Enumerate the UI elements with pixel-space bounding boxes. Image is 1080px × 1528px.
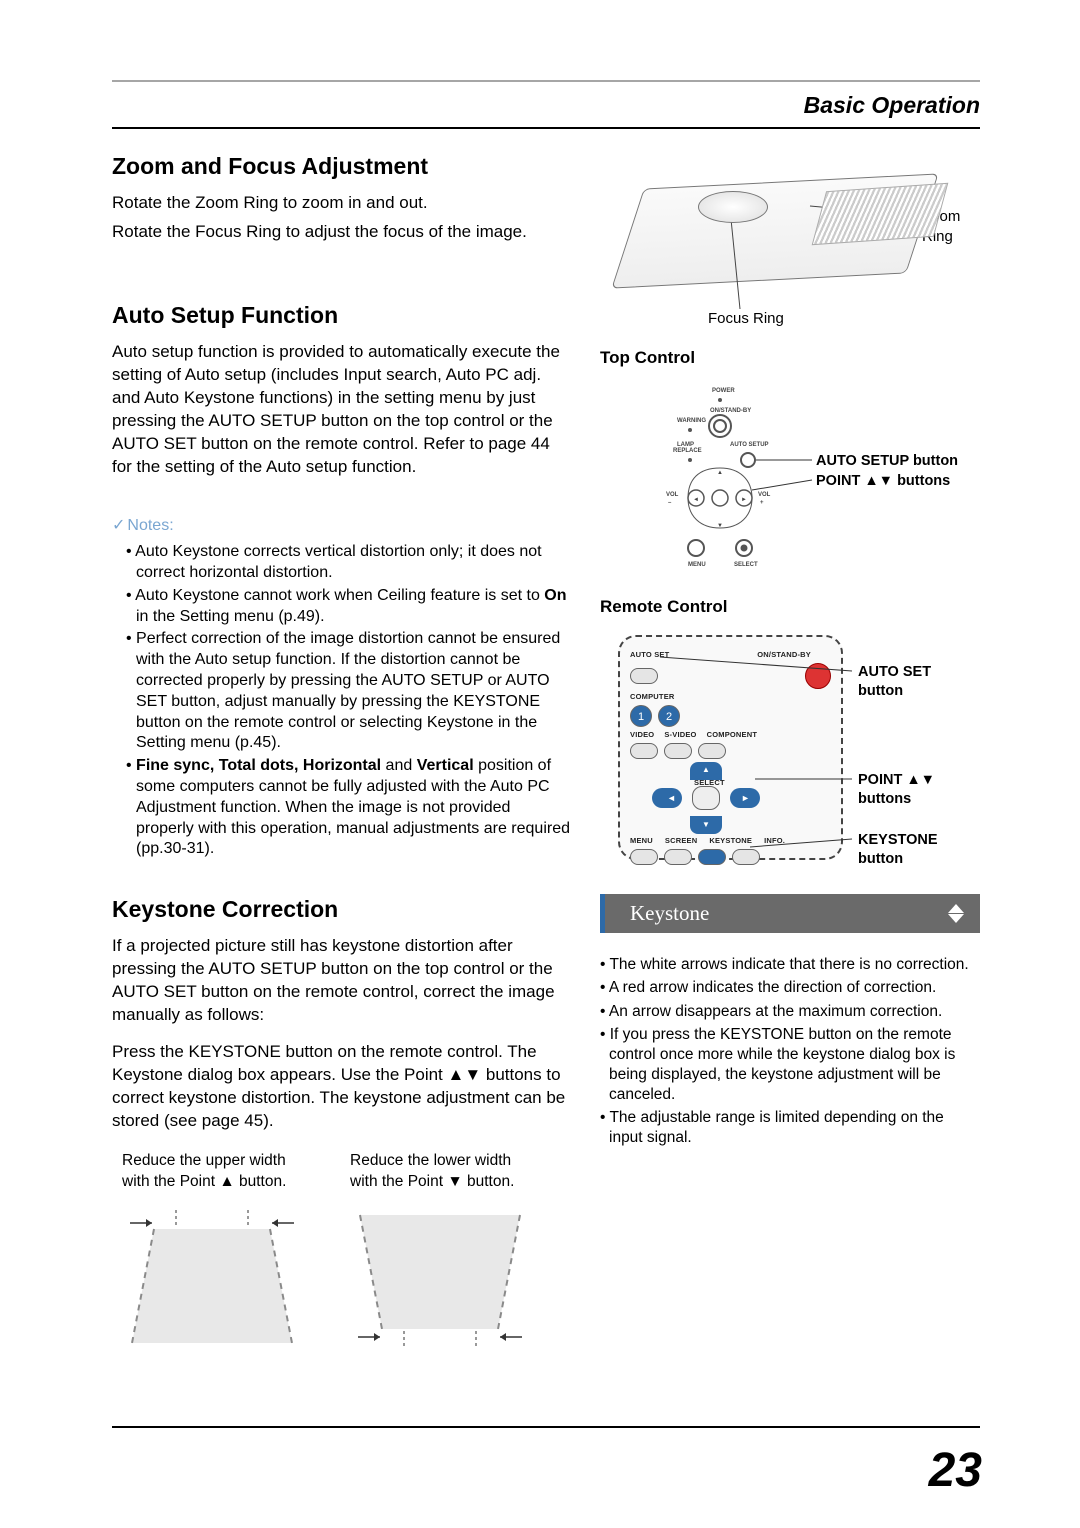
onstandby-label: ON/STAND-BY [710,408,751,414]
focus-ring-label: Focus Ring [708,309,784,329]
keystone-note: The white arrows indicate that there is … [600,955,980,975]
keystone-diag-upper-caption: Reduce the upper width with the Point ▲ … [122,1151,302,1193]
note-item: Fine sync, Total dots, Horizontal and Ve… [126,756,572,860]
note-item: Perfect correction of the image distorti… [126,629,572,754]
trapezoid-lower-icon [350,1205,530,1345]
keystone-note: The adjustable range is limited dependin… [600,1108,980,1148]
top-control-illustration: POWER ON/STAND-BY WARNING LAMP REPLACE A… [600,380,980,580]
svg-text:◄: ◄ [693,497,699,503]
right-column: Zoom Ring Focus Ring Top Control POWER O… [600,151,980,1345]
auto-setup-heading: Auto Setup Function [112,300,572,331]
svg-text:SELECT: SELECT [734,562,758,568]
projector-illustration: Zoom Ring Focus Ring [610,151,980,321]
keystone-note: An arrow disappears at the maximum corre… [600,1002,980,1022]
warning-label: WARNING [677,418,706,424]
section-header-bar: Basic Operation [112,90,980,129]
top-control-heading: Top Control [600,347,980,370]
keystone-p1: If a projected picture still has keyston… [112,935,572,1027]
keystone-note: If you press the KEYSTONE button on the … [600,1025,980,1106]
auto-setup-button-label: AUTO SETUP button [816,452,958,472]
svg-text:MENU: MENU [688,562,706,568]
remote-point-buttons-label: POINT ▲▼ buttons [858,771,980,810]
zoom-focus-p2: Rotate the Focus Ring to adjust the focu… [112,221,572,244]
power-label: POWER [712,388,735,394]
notes-heading: Notes: [112,515,572,537]
section-header: Basic Operation [804,92,980,118]
auto-set-button-label: AUTO SET button [858,663,980,702]
keystone-dialog-title: Keystone [630,899,709,927]
keystone-dialog-bar: Keystone [600,894,980,933]
remote-control-illustration: AUTO SET ON/STAND-BY COMPUTER 1 2 [600,629,980,874]
svg-text:►: ► [741,497,747,503]
keystone-heading: Keystone Correction [112,894,572,925]
autosetup-label: AUTO SETUP [730,442,769,448]
projector-vent-icon [812,183,949,245]
remote-control-heading: Remote Control [600,596,980,619]
notes-list: Auto Keystone corrects vertical distorti… [112,542,572,860]
projector-lens-icon [698,191,768,223]
keystone-button-label: KEYSTONE button [858,831,980,870]
svg-text:–: – [668,500,672,506]
left-column: Zoom and Focus Adjustment Rotate the Zoo… [112,151,572,1345]
point-buttons-label: POINT ▲▼ buttons [816,472,950,492]
keystone-diagrams: Reduce the upper width with the Point ▲ … [112,1151,572,1345]
bottom-rule [112,1426,980,1428]
keystone-arrows-icon [948,904,964,923]
page-number: 23 [929,1439,982,1504]
svg-text:VOL: VOL [666,492,679,498]
svg-text:▲: ▲ [717,470,723,476]
auto-setup-body: Auto setup function is provided to autom… [112,341,572,479]
note-item: Auto Keystone corrects vertical distorti… [126,542,572,584]
svg-text:+: + [760,500,764,506]
top-rule [112,80,980,82]
keystone-diag-upper: Reduce the upper width with the Point ▲ … [122,1151,302,1345]
keystone-note: A red arrow indicates the direction of c… [600,978,980,998]
svg-text:REPLACE: REPLACE [673,448,702,454]
note-item: Auto Keystone cannot work when Ceiling f… [126,586,572,628]
svg-text:VOL: VOL [758,492,771,498]
keystone-notes-list: The white arrows indicate that there is … [600,955,980,1148]
zoom-focus-p1: Rotate the Zoom Ring to zoom in and out. [112,192,572,215]
keystone-diag-lower-caption: Reduce the lower width with the Point ▼ … [350,1151,530,1193]
keystone-diag-lower: Reduce the lower width with the Point ▼ … [350,1151,530,1345]
keystone-p2: Press the KEYSTONE button on the remote … [112,1041,572,1133]
trapezoid-upper-icon [122,1205,302,1345]
zoom-focus-heading: Zoom and Focus Adjustment [112,151,572,182]
svg-text:▼: ▼ [717,523,723,529]
